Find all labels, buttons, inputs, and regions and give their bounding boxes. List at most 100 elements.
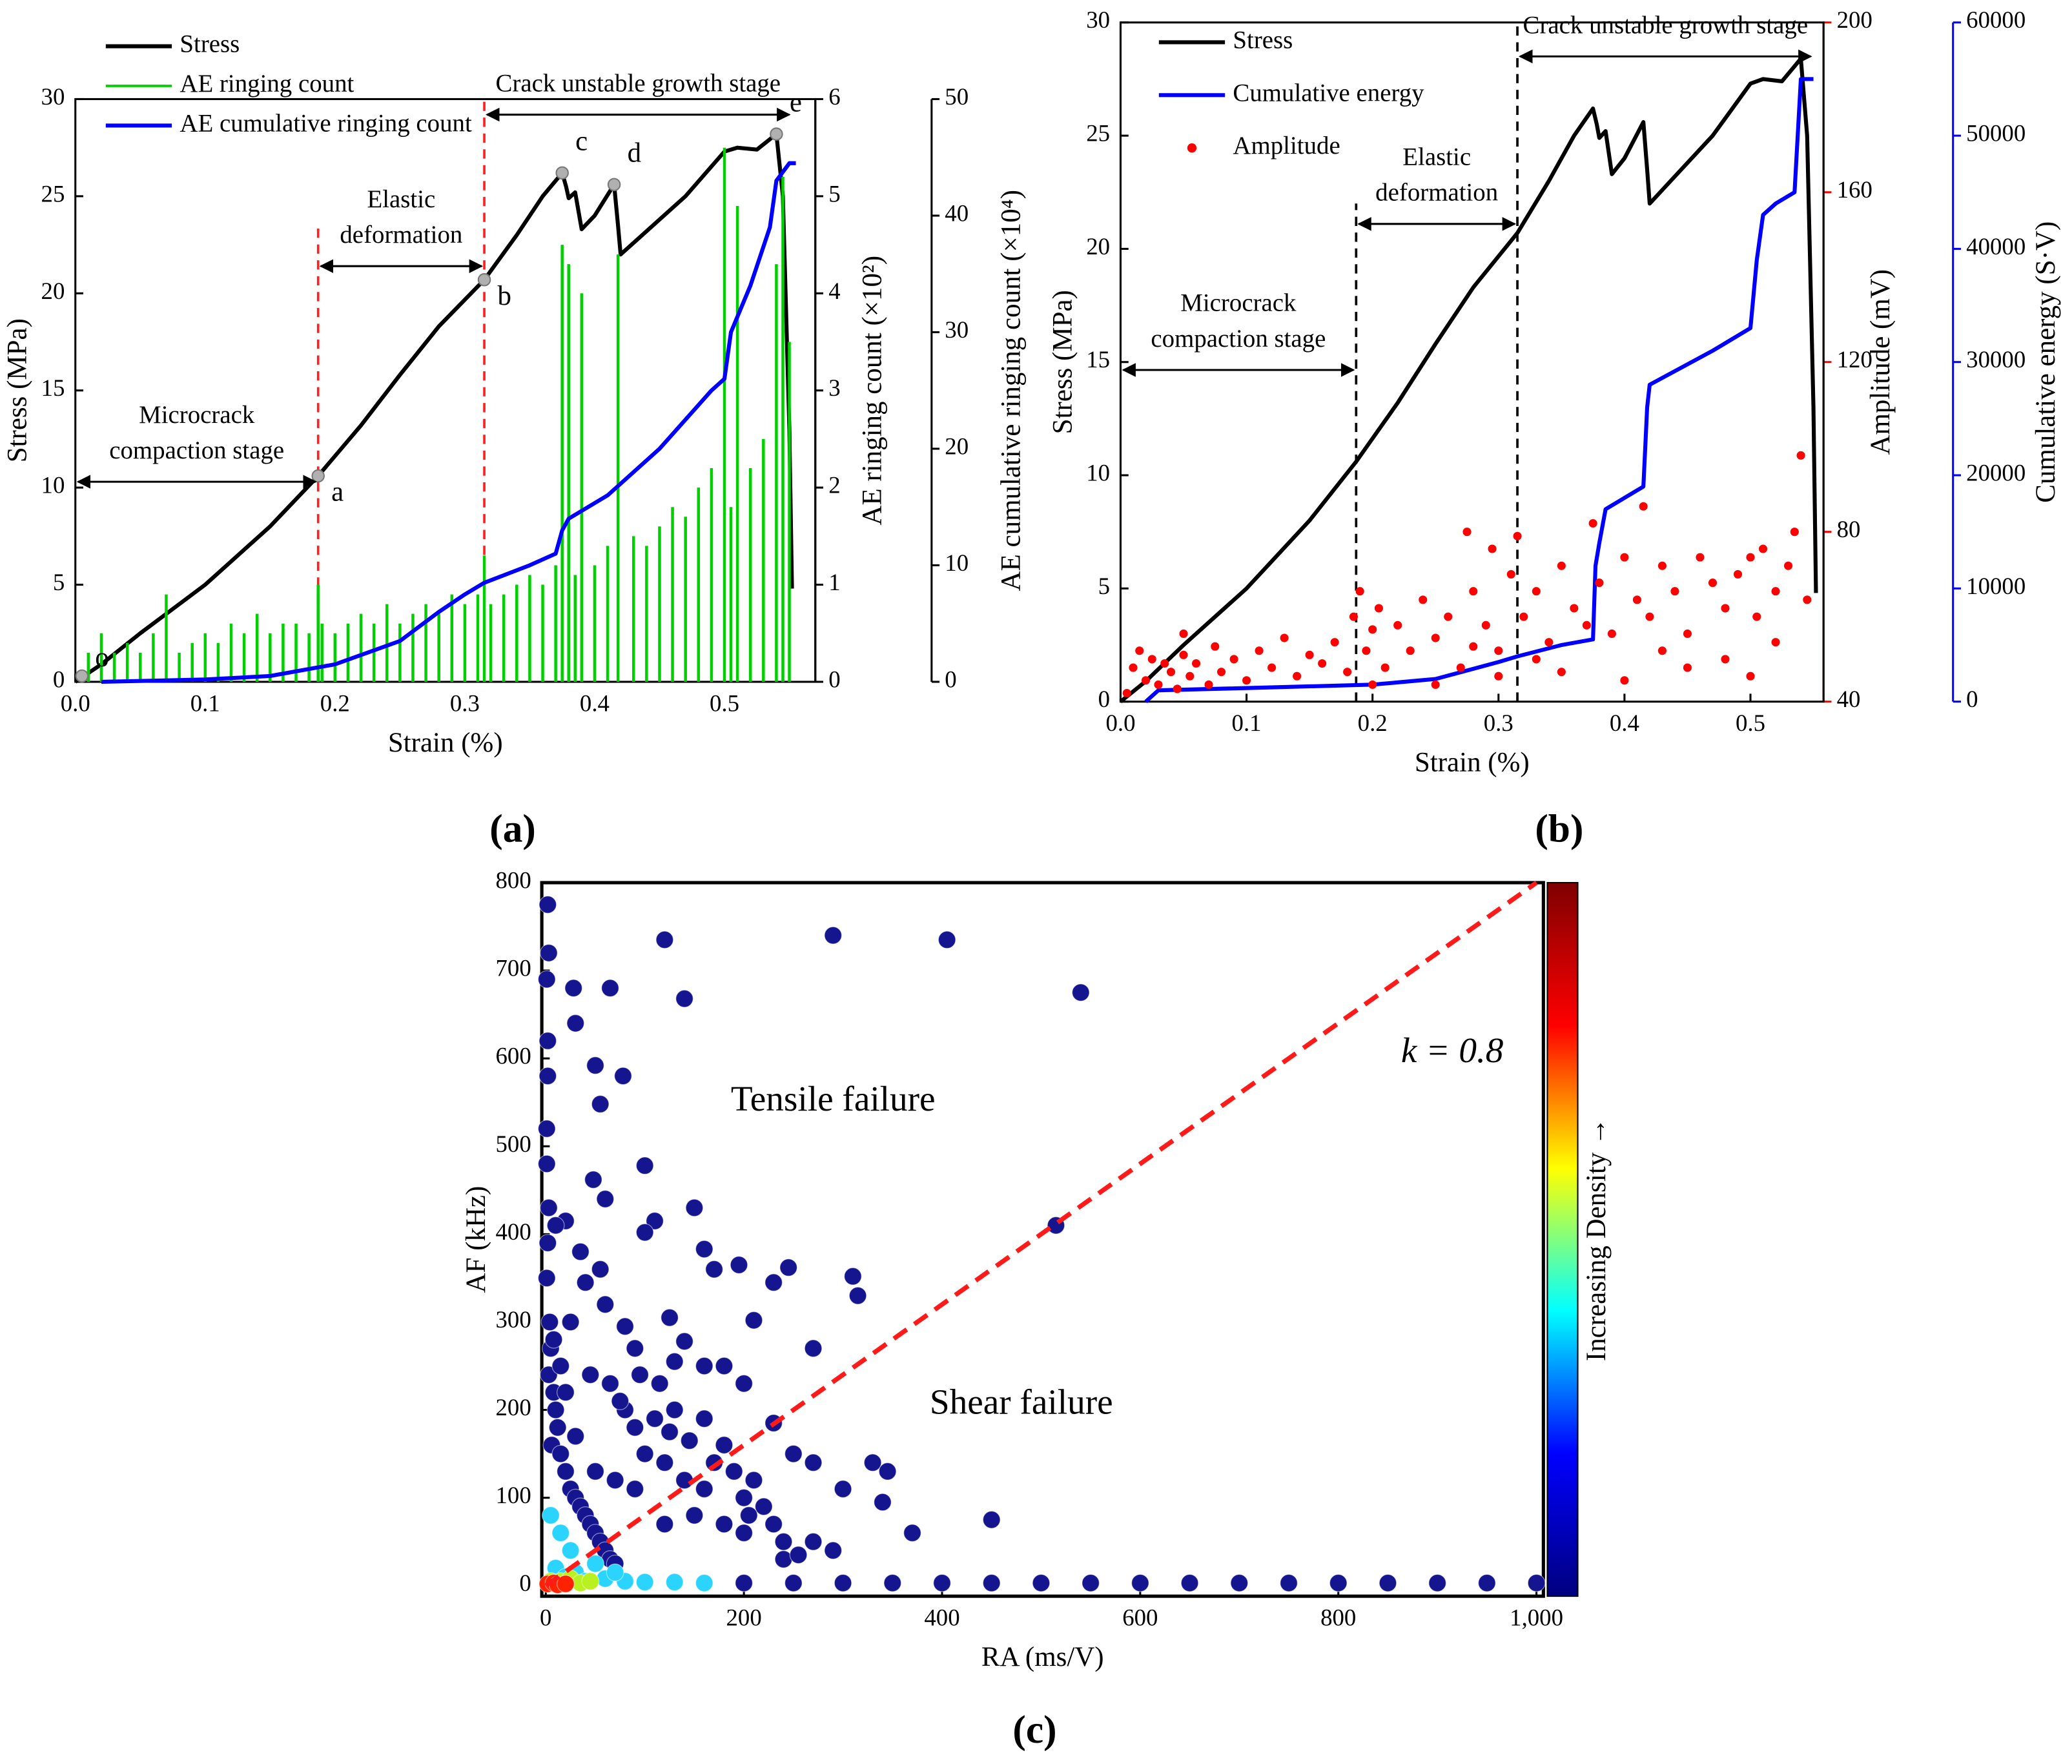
y3-tick-label: 60000 [1966, 6, 2026, 33]
point [586, 1462, 604, 1481]
point [614, 1067, 632, 1085]
point [586, 1056, 604, 1075]
y-tick-label: 5 [53, 569, 65, 595]
y-tick-label: 500 [496, 1131, 531, 1157]
point [1173, 684, 1182, 693]
key-point [75, 669, 89, 683]
point [744, 1311, 763, 1329]
point [626, 1418, 644, 1437]
point [675, 989, 693, 1008]
point [601, 979, 619, 998]
point [1362, 646, 1371, 655]
chart: 0.0 0.1 0.2 0.3 0.4 0.5 0 5 10 15 20 25 30 0 1 2 3 4 5 6 AE … [3, 30, 1027, 851]
point [1217, 668, 1226, 677]
point [1582, 620, 1591, 630]
point [596, 1190, 615, 1208]
point [557, 1575, 575, 1593]
point [611, 1392, 630, 1410]
point [581, 1366, 600, 1384]
point [626, 1339, 644, 1358]
point [1657, 561, 1667, 570]
point [744, 1471, 763, 1490]
point [1330, 638, 1339, 647]
point [779, 1258, 798, 1277]
annotation: k = 0.8 [1401, 1031, 1504, 1070]
point [1230, 1574, 1249, 1592]
point [834, 1480, 852, 1498]
point [878, 1462, 897, 1481]
y3-tick-label: 10000 [1966, 573, 2026, 599]
x-tick-label: 0 [540, 1604, 551, 1630]
x-tick-label: 0.3 [450, 690, 480, 716]
key-point-label: e [790, 87, 802, 118]
point [735, 1374, 754, 1393]
point [1431, 680, 1440, 689]
point [1708, 579, 1718, 588]
point [754, 1497, 773, 1516]
point [561, 1541, 580, 1560]
key-point [770, 127, 783, 141]
y-tick-label: 700 [496, 955, 531, 981]
point [661, 1308, 679, 1327]
y-tick-label: 10 [1086, 459, 1110, 486]
stage-label: deformation [340, 221, 462, 249]
x-tick-label: 600 [1122, 1604, 1158, 1630]
stage-label: Microcrack [139, 401, 255, 429]
y-tick-label: 0 [53, 666, 65, 692]
point [540, 1313, 559, 1331]
point [1683, 663, 1692, 672]
x-tick-label: 0.0 [61, 690, 90, 716]
y3-tick-label: 20 [945, 433, 969, 459]
x-tick-label: 400 [924, 1604, 959, 1630]
point [1293, 672, 1302, 681]
chart: 0.0 0.1 0.2 0.3 0.4 0.5 0 5 10 15 20 25 30 40 80 120 160… [1047, 6, 2061, 850]
point [655, 1453, 674, 1472]
y2-axis-title: Amplitude (mV) [1865, 269, 1896, 455]
point [1179, 650, 1188, 659]
point [1494, 646, 1503, 655]
point [1082, 1574, 1100, 1592]
point [730, 1256, 748, 1274]
point [1368, 680, 1377, 689]
point [1379, 1574, 1397, 1592]
point [1380, 663, 1390, 672]
x-tick-label: 0.2 [1358, 710, 1388, 736]
point [834, 1574, 852, 1592]
point [544, 1330, 563, 1349]
legend-label: Cumulative energy [1233, 79, 1424, 107]
point [1477, 1574, 1496, 1592]
x-axis-title: Strain (%) [388, 728, 503, 758]
y3-tick-label: 0 [945, 666, 956, 692]
x-tick-label: 0.1 [190, 690, 220, 716]
x-tick-label: 0.3 [1484, 710, 1513, 736]
point [804, 1339, 823, 1358]
point [1267, 663, 1277, 672]
key-point-label: d [628, 138, 641, 169]
y3-tick-label: 30000 [1966, 346, 2026, 373]
point [784, 1574, 803, 1592]
point [1349, 612, 1358, 621]
point [724, 1462, 743, 1481]
point [784, 1444, 803, 1463]
point [675, 1332, 693, 1351]
x-tick-label: 0.5 [710, 690, 739, 716]
point [1280, 1574, 1298, 1592]
point [938, 930, 956, 949]
point [665, 1352, 684, 1371]
stage-label: compaction stage [1151, 325, 1326, 353]
point [1721, 604, 1730, 613]
y-tick-label: 600 [496, 1043, 531, 1069]
point [789, 1546, 808, 1564]
point [1752, 612, 1761, 621]
point [1588, 518, 1597, 528]
point [631, 1366, 649, 1384]
point [537, 1269, 556, 1287]
point [982, 1574, 1001, 1592]
stage-label: Crack unstable growth stage [1523, 11, 1809, 39]
point [1154, 680, 1163, 689]
y-tick-label: 10 [41, 472, 65, 498]
point [557, 1462, 575, 1481]
point [1406, 646, 1415, 655]
key-point-label: c [575, 127, 588, 157]
